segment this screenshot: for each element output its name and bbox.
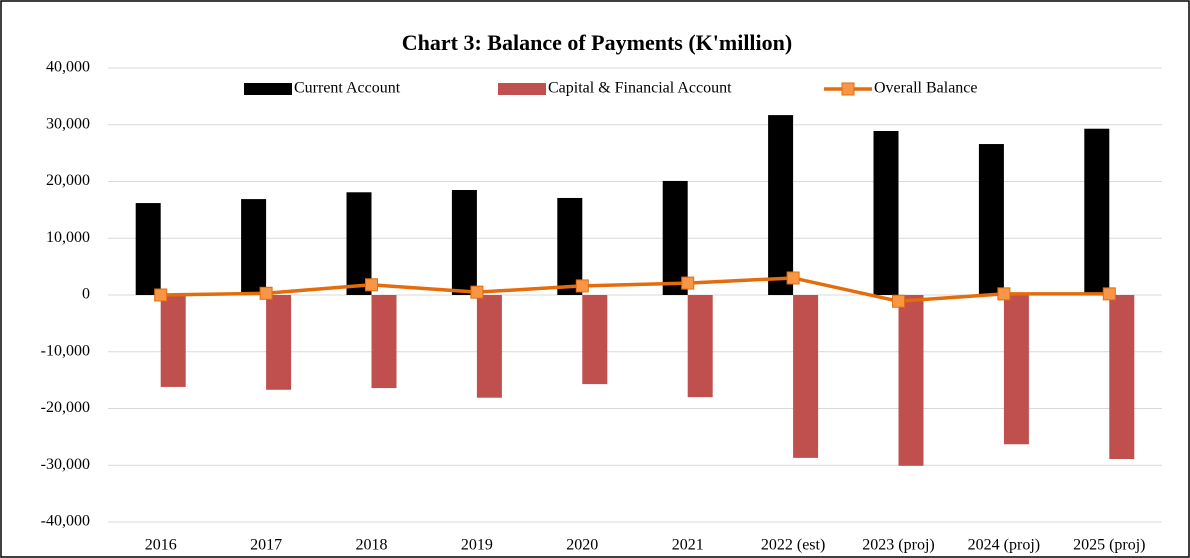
x-tick-label: 2017	[250, 537, 282, 554]
chart-title: Chart 3: Balance of Payments (K'million)	[402, 30, 792, 55]
bar	[662, 180, 688, 295]
bar	[371, 295, 397, 389]
y-tick-label: -40,000	[41, 513, 90, 530]
x-tick-label: 2020	[566, 537, 598, 554]
y-tick-label: 10,000	[46, 229, 90, 246]
line	[160, 276, 1110, 304]
legend-swatch	[244, 83, 292, 95]
marker	[786, 271, 800, 285]
bar	[160, 295, 186, 387]
y-tick-label: -10,000	[41, 342, 90, 359]
marker	[1102, 287, 1116, 301]
x-tick-label: 2022 (est)	[761, 537, 825, 554]
bar	[898, 295, 924, 466]
x-tick-label: 2018	[356, 537, 388, 554]
bar	[451, 190, 477, 295]
bar	[873, 130, 899, 295]
marker	[575, 279, 589, 293]
bar	[1109, 295, 1135, 460]
y-tick-label: -20,000	[41, 399, 90, 416]
bar	[768, 115, 794, 295]
bar	[978, 144, 1004, 295]
bar	[346, 192, 372, 295]
y-tick-label: 40,000	[46, 59, 90, 76]
y-tick-label: -30,000	[41, 456, 90, 473]
legend-swatch	[841, 82, 855, 96]
y-tick-label: 0	[82, 286, 90, 303]
legend-label: Current Account	[294, 80, 401, 97]
legend-label: Overall Balance	[874, 80, 978, 97]
bar	[1084, 128, 1110, 295]
bar	[241, 199, 267, 295]
bar	[557, 197, 583, 295]
x-tick-label: 2024 (proj)	[968, 537, 1040, 554]
bar	[135, 203, 161, 295]
bar	[687, 295, 713, 398]
marker	[997, 287, 1011, 301]
y-tick-label: 30,000	[46, 115, 90, 132]
marker	[681, 276, 695, 290]
bar	[793, 295, 819, 458]
legend-swatch	[498, 83, 546, 95]
y-tick-label: 20,000	[46, 172, 90, 189]
marker	[470, 285, 484, 299]
bar	[1003, 295, 1029, 445]
marker	[892, 294, 905, 308]
bar	[476, 295, 502, 398]
x-tick-label: 2023 (proj)	[862, 537, 934, 554]
bar	[266, 295, 292, 390]
x-tick-label: 2021	[672, 537, 704, 554]
legend-label: Capital & Financial Account	[548, 80, 732, 97]
x-tick-label: 2016	[145, 537, 177, 554]
x-tick-label: 2025 (proj)	[1073, 537, 1145, 554]
marker	[259, 286, 273, 300]
bar	[582, 295, 608, 385]
x-tick-label: 2019	[461, 537, 493, 554]
marker	[154, 288, 168, 302]
marker	[365, 278, 378, 292]
